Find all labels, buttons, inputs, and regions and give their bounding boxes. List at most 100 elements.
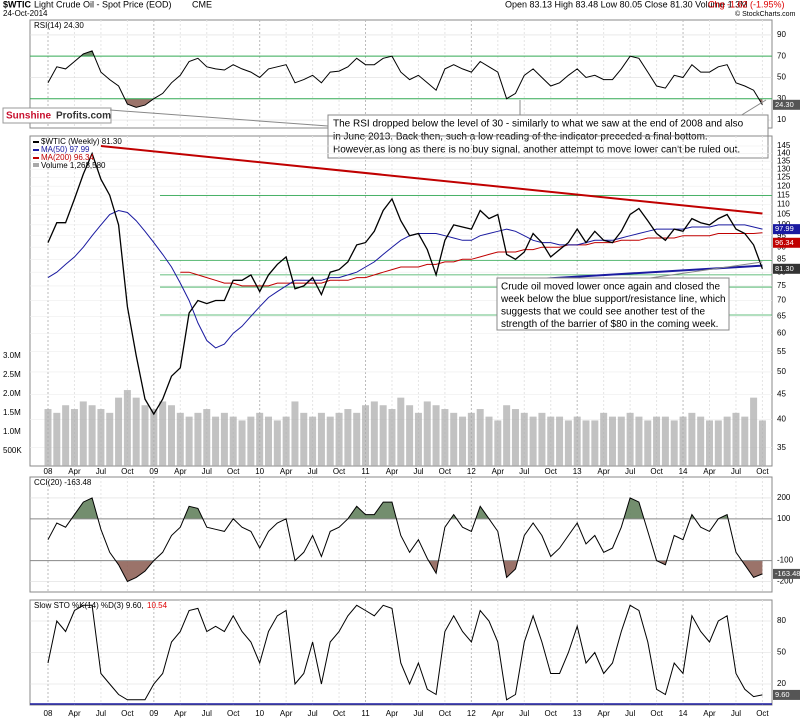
volume-bar [714, 420, 722, 466]
copyright: © StockCharts.com [735, 10, 796, 18]
x-tick-label: Jul [731, 467, 741, 476]
y-tick-label: 85 [777, 254, 786, 263]
x-tick-label: Oct [227, 709, 240, 718]
y-tick-label: 30 [777, 94, 786, 103]
volume-bar [679, 416, 687, 466]
x-tick-label: Apr [280, 467, 293, 476]
x-tick-label: 08 [44, 467, 53, 476]
series-line [47, 604, 763, 701]
volume-bar [70, 409, 78, 466]
x-tick-label: Apr [492, 467, 505, 476]
x-tick-label: 13 [573, 467, 582, 476]
volume-bar [44, 409, 52, 466]
annotation-text: However,as long as there is no buy signa… [333, 145, 740, 156]
x-tick-label: Apr [68, 467, 81, 476]
volume-tick-label: 2.0M [3, 389, 21, 398]
date: 24-Oct-2014 [3, 9, 48, 18]
volume-bar [344, 409, 352, 466]
x-tick-label: Apr [386, 709, 399, 718]
volume-bar [591, 420, 599, 466]
value-label: 24.30 [775, 100, 794, 109]
y-tick-label: -200 [777, 577, 794, 586]
volume-bar [494, 420, 502, 466]
x-tick-label: Oct [650, 467, 663, 476]
pointer [109, 109, 329, 127]
legend-label: MA(200) 96.34 [41, 153, 94, 162]
logo-text: Sunshine [6, 111, 51, 122]
volume-bar [247, 416, 255, 466]
x-tick-label: Jul [307, 467, 317, 476]
logo-box [2, 107, 112, 124]
x-tick-label: Oct [756, 467, 769, 476]
x-tick-label: 10 [255, 467, 264, 476]
volume-bar [635, 416, 643, 466]
y-tick-label: 115 [777, 190, 790, 199]
y-tick-label: 120 [777, 181, 791, 190]
volume-bar [467, 412, 475, 466]
x-tick-label: Jul [202, 467, 212, 476]
annotation-text: in June 2013. Back then, such a low read… [333, 132, 708, 143]
trend-line [100, 145, 763, 215]
volume-bar [273, 420, 281, 466]
x-tick-label: Apr [68, 709, 81, 718]
value-box [773, 224, 800, 235]
y-tick-label: 65 [777, 311, 786, 320]
volume-bar [62, 405, 70, 466]
x-tick-label: Jul [625, 467, 635, 476]
volume-bar [503, 405, 511, 466]
volume-bar [547, 416, 555, 466]
volume-bar [688, 412, 696, 466]
x-tick-label: Oct [545, 709, 558, 718]
x-tick-label: 11 [361, 467, 370, 476]
volume-bar [459, 416, 467, 466]
volume-bar [229, 416, 237, 466]
volume-bar [88, 405, 96, 466]
y-tick-label: 70 [777, 296, 786, 305]
volume-bar [750, 397, 758, 466]
x-tick-label: Oct [545, 467, 558, 476]
volume-bar [256, 412, 264, 466]
x-tick-label: Apr [703, 467, 716, 476]
x-tick-label: 12 [467, 709, 476, 718]
volume-bar [300, 412, 308, 466]
volume-bar [379, 405, 387, 466]
x-tick-label: Apr [597, 709, 610, 718]
y-tick-label: 45 [777, 389, 786, 398]
volume-bar [176, 412, 184, 466]
volume-bar [106, 412, 114, 466]
annotation-text: strength of the barrier of $80 in the co… [501, 319, 718, 330]
x-tick-label: Oct [227, 467, 240, 476]
x-tick-label: 09 [149, 467, 158, 476]
volume-bar [697, 416, 705, 466]
pointer [649, 261, 763, 279]
y-tick-label: 200 [777, 493, 791, 502]
series-line [47, 50, 763, 108]
y-tick-label: 145 [777, 141, 791, 150]
x-tick-label: Apr [492, 709, 505, 718]
volume-bar [582, 420, 590, 466]
volume-bar [732, 412, 740, 466]
value-box [773, 689, 800, 700]
volume-bar [741, 416, 749, 466]
volume-bar [220, 412, 228, 466]
x-tick-label: 14 [679, 709, 688, 718]
volume-bar [53, 412, 61, 466]
x-tick-label: Jul [413, 709, 423, 718]
value-box [773, 99, 800, 110]
volume-bar [414, 412, 422, 466]
volume-bar [212, 416, 220, 466]
volume-bar [115, 397, 123, 466]
volume-bar [406, 405, 414, 466]
value-label: 96.34 [775, 238, 794, 247]
x-tick-label: Apr [280, 709, 293, 718]
value-box [773, 263, 800, 274]
value-box [773, 237, 800, 248]
volume-bar [370, 401, 378, 466]
x-tick-label: 13 [573, 709, 582, 718]
volume-bar [573, 416, 581, 466]
volume-tick-label: 3.0M [3, 351, 21, 360]
volume-bar [476, 409, 484, 466]
volume-bar [529, 416, 537, 466]
volume-bar [538, 412, 546, 466]
